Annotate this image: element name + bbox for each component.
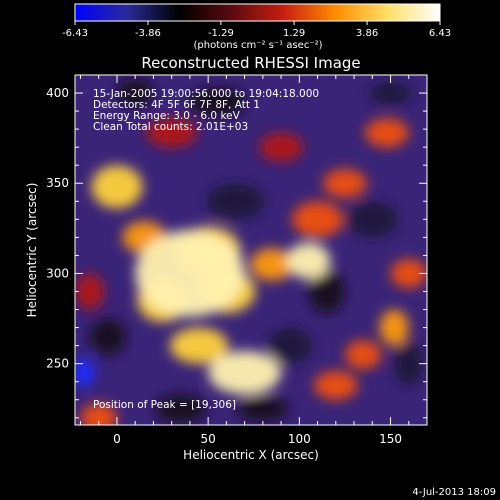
- annotation-line-energy: Energy Range: 3.0 - 6.0 keV: [93, 110, 241, 122]
- heatmap-blob: [135, 230, 245, 317]
- y-axis-label: Heliocentric Y (arcsec): [25, 183, 39, 318]
- heatmap-blob: [155, 394, 207, 424]
- heatmap-blob: [323, 168, 367, 198]
- heatmap-blob: [286, 242, 331, 279]
- heatmap-blob: [346, 201, 398, 238]
- heatmap-blob: [390, 259, 427, 288]
- heatmap-blob: [394, 342, 424, 386]
- x-tick-label: 100: [288, 432, 311, 446]
- colorbar-tick-label: -6.43: [62, 28, 88, 39]
- x-tick-label: 150: [379, 432, 402, 446]
- peak-position-label: Position of Peak = [19,306]: [93, 399, 236, 411]
- colorbar-tick-label: -1.29: [208, 28, 234, 39]
- heatmap-blob: [89, 318, 127, 355]
- colorbar-tick-label: 1.29: [283, 28, 305, 39]
- x-axis-label: Heliocentric X (arcsec): [183, 448, 319, 462]
- heatmap-blob: [379, 309, 409, 346]
- y-axis-ticks: 250 300 350 400: [46, 74, 427, 419]
- heatmap-plot-area: [75, 75, 427, 425]
- heatmap-blob: [146, 118, 198, 148]
- heatmap-blob: [237, 396, 289, 422]
- heatmap-blob: [250, 248, 294, 281]
- colorbar-units-label: (photons cm⁻² s⁻¹ asec⁻²): [193, 40, 322, 51]
- annotation-line-detectors: Detectors: 4F 5F 6F 7F 8F, Att 1: [93, 99, 260, 111]
- heatmap-blob: [308, 269, 345, 314]
- y-tick-label: 250: [46, 357, 69, 371]
- y-tick-label: 400: [46, 86, 69, 100]
- heatmap-blob: [80, 403, 117, 425]
- heatmap-blob: [208, 351, 282, 395]
- heatmap-blob: [75, 358, 96, 388]
- y-tick-label: 350: [46, 176, 69, 190]
- x-tick-label: 50: [200, 432, 215, 446]
- x-tick-label: 0: [113, 432, 121, 446]
- heatmap-blob: [364, 118, 409, 148]
- annotation-line-time: 15-Jan-2005 19:00:56.000 to 19:04:18.000: [93, 88, 319, 100]
- colorbar-tick-label: -3.86: [135, 28, 161, 39]
- colorbar-tick-label: 6.43: [429, 28, 451, 39]
- annotation-line-counts: Clean Total counts: 2.01E+03: [93, 121, 248, 133]
- heatmap-blob: [169, 327, 229, 364]
- heatmap-blob: [75, 273, 105, 310]
- heatmap-blob: [344, 340, 382, 370]
- heatmap-blob: [268, 327, 313, 364]
- heatmap-blob: [91, 165, 143, 209]
- colorbar-tick-label: 3.86: [356, 28, 378, 39]
- heatmap-blob: [188, 87, 247, 117]
- colorbar-ticks: -6.43 -3.86 -1.29 1.29 3.86 6.43: [62, 21, 451, 39]
- colorbar: [74, 3, 441, 22]
- plot-frame: [74, 74, 428, 426]
- heatmap-blob: [313, 370, 358, 400]
- heatmap-blobs: [75, 78, 427, 425]
- x-axis-ticks: 0 50 100 150: [79, 75, 428, 446]
- heatmap-blob: [368, 82, 413, 104]
- annotation-block: 15-Jan-2005 19:00:56.000 to 19:04:18.000…: [93, 88, 319, 133]
- y-tick-label: 300: [46, 266, 69, 280]
- date-stamp: 4-Jul-2013 18:09: [412, 487, 496, 498]
- chart-title: Reconstructed RHESSI Image: [141, 54, 360, 72]
- heatmap-blob: [116, 78, 154, 108]
- heatmap-blob: [206, 183, 265, 220]
- heatmap-blob: [259, 132, 303, 162]
- heatmap-blob: [292, 201, 344, 238]
